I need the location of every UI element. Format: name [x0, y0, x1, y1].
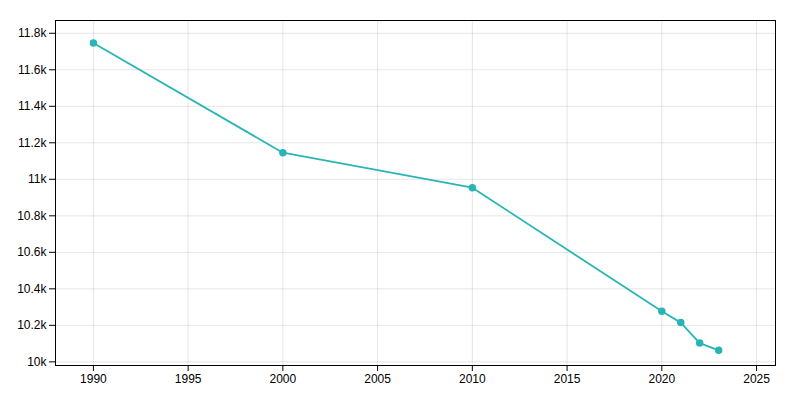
svg-text:10.2k: 10.2k — [17, 318, 47, 332]
svg-text:2025: 2025 — [743, 372, 770, 386]
svg-text:11.4k: 11.4k — [18, 99, 47, 113]
svg-text:10.6k: 10.6k — [17, 245, 47, 259]
svg-text:10.8k: 10.8k — [17, 209, 47, 223]
svg-text:11.6k: 11.6k — [18, 63, 47, 77]
svg-text:2000: 2000 — [270, 372, 297, 386]
svg-text:2005: 2005 — [364, 372, 391, 386]
svg-text:10.4k: 10.4k — [17, 282, 47, 296]
svg-text:11.2k: 11.2k — [18, 136, 47, 150]
svg-text:1995: 1995 — [175, 372, 202, 386]
svg-text:11.8k: 11.8k — [18, 26, 47, 40]
svg-text:10k: 10k — [27, 355, 47, 369]
svg-text:1990: 1990 — [80, 372, 107, 386]
svg-text:2010: 2010 — [459, 372, 486, 386]
svg-text:2020: 2020 — [648, 372, 675, 386]
svg-text:11k: 11k — [28, 172, 47, 186]
svg-text:2015: 2015 — [554, 372, 581, 386]
